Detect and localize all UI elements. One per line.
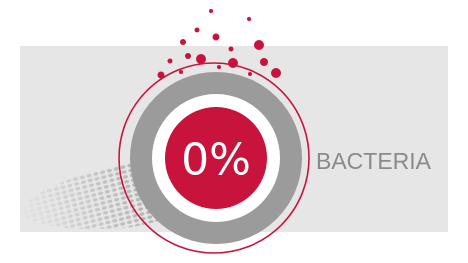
page: 0% BACTERIA (() => { const data = JSON.p… (0, 0, 468, 263)
percent-value: 0% (181, 135, 251, 186)
label: BACTERIA (316, 148, 432, 174)
badge-illustration: 0% BACTERIA (0, 0, 468, 263)
